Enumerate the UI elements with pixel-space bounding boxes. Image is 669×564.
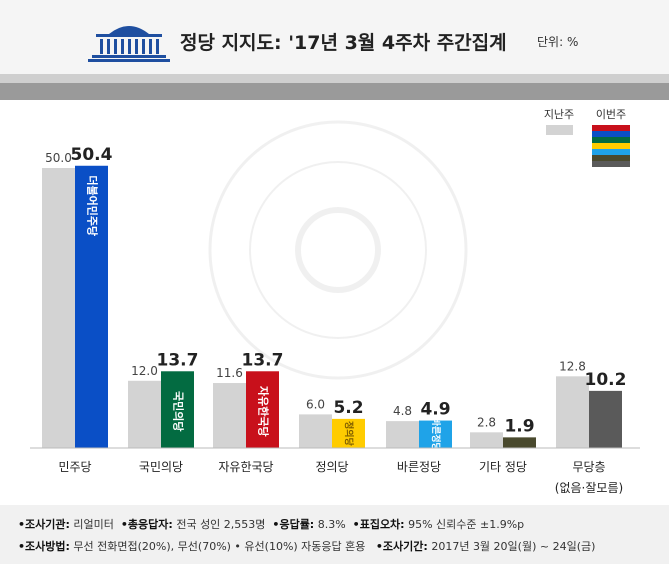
value-label-current-0: 50.4 xyxy=(71,145,113,165)
value-label-current-1: 13.7 xyxy=(157,350,199,370)
bar-current-0 xyxy=(75,165,108,448)
value-label-prev-4: 4.8 xyxy=(393,404,412,418)
footer-notes: •조사기관: 리얼미터 •총응답자: 전국 성인 2,553명 •응답률: 8.… xyxy=(0,505,669,564)
bar-prev-3 xyxy=(299,414,332,448)
footer-value-agency: 리얼미터 xyxy=(73,518,114,531)
legend-cur-label: 이번주 xyxy=(596,108,626,121)
footer-label-period: •조사기간: xyxy=(375,540,428,553)
legend-current-swatch-5 xyxy=(592,155,630,161)
footer-value-method: 무선 전화면접(20%), 무선(70%) • 유선(10%) 자동응답 혼용 xyxy=(73,540,366,553)
plot-area: 50.0 50.4 더불어민주당 민주당 12.0 13.7 국민의당 국민의당 11.6 13.… xyxy=(0,100,669,505)
bar-chart: 50.050.4더불어민주당민주당12.013.7국민의당국민의당11.613.… xyxy=(30,108,640,495)
footer-value-respondents: 전국 성인 2,553명 xyxy=(176,518,266,531)
footer-value-period: 2017년 3월 20일(월) ~ 24일(금) xyxy=(431,540,596,553)
bars-group: 50.050.4더불어민주당민주당12.013.7국민의당국민의당11.613.… xyxy=(30,145,640,495)
legend-current-swatch-3 xyxy=(592,143,630,149)
category-label-2: 자유한국당 xyxy=(218,460,273,474)
footer-label-agency: •조사기관: xyxy=(18,518,70,531)
national-assembly-building-icon xyxy=(88,26,170,62)
party-logo-label-4: 바른정당 xyxy=(430,418,442,452)
value-label-current-5: 1.9 xyxy=(504,416,534,436)
bar-prev-1 xyxy=(128,380,161,448)
legend: 지난주 이번주 xyxy=(544,108,630,167)
category-label-5: 기타 정당 xyxy=(479,460,527,474)
value-label-current-6: 10.2 xyxy=(585,370,627,390)
footer-line-2: •조사방법: 무선 전화면접(20%), 무선(70%) • 유선(10%) 자… xyxy=(18,538,595,554)
footer-label-sampling-error: •표집오차: xyxy=(352,518,405,531)
legend-current-swatch-2 xyxy=(592,137,630,143)
party-logo-label-2: 자유한국당 xyxy=(257,386,271,437)
footer-label-method: •조사방법: xyxy=(18,540,70,553)
category-label-0: 민주당 xyxy=(58,460,91,474)
bar-prev-5 xyxy=(470,432,503,448)
bar-current-3 xyxy=(332,418,365,448)
unit-label: 단위: % xyxy=(537,35,579,49)
header-divider-light xyxy=(0,74,669,83)
value-label-prev-5: 2.8 xyxy=(477,415,496,429)
party-logo-label-1: 국민의당 xyxy=(172,391,186,431)
value-label-current-3: 5.2 xyxy=(333,398,363,418)
category-label-1: 국민의당 xyxy=(139,460,183,474)
category-label-4: 바른정당 xyxy=(397,460,441,474)
bar-current-1 xyxy=(161,371,194,448)
value-label-current-4: 4.9 xyxy=(420,400,450,420)
footer-value-response-rate: 8.3% xyxy=(317,518,346,531)
header-bar: 정당 지지도: '17년 3월 4주차 주간집계 단위: % xyxy=(0,0,669,74)
footer-line-1: •조사기관: 리얼미터 •총응답자: 전국 성인 2,553명 •응답률: 8.… xyxy=(18,516,524,532)
value-label-prev-1: 12.0 xyxy=(131,364,158,378)
header-divider-dark xyxy=(0,83,669,100)
bar-prev-0 xyxy=(42,168,75,448)
footer-label-response-rate: •응답률: xyxy=(272,518,315,531)
value-label-prev-6: 12.8 xyxy=(559,359,586,373)
legend-current-swatch-6 xyxy=(592,161,630,167)
value-label-prev-0: 50.0 xyxy=(45,151,72,165)
party-logo-label-0: 더불어민주당 xyxy=(86,175,100,236)
bar-current-6 xyxy=(589,390,622,448)
legend-current-swatch-4 xyxy=(592,149,630,155)
value-label-prev-2: 11.6 xyxy=(216,366,243,380)
bar-prev-2 xyxy=(213,383,246,448)
footer-label-respondents: •총응답자: xyxy=(120,518,173,531)
chart-title: 정당 지지도: '17년 3월 4주차 주간집계 xyxy=(180,32,507,54)
legend-prev-swatch xyxy=(546,125,573,135)
legend-current-swatch-0 xyxy=(592,125,630,131)
bar-prev-6 xyxy=(556,376,589,448)
bar-current-4 xyxy=(419,420,452,448)
legend-current-swatch-1 xyxy=(592,131,630,137)
category-sublabel-6: (없음·잘모름) xyxy=(555,481,623,495)
value-label-current-2: 13.7 xyxy=(242,350,284,370)
category-label-3: 정의당 xyxy=(315,460,348,474)
party-logo-label-3: 정의당 xyxy=(343,421,355,447)
footer-value-sampling-error: 95% 신뢰수준 ±1.9%p xyxy=(408,518,525,531)
category-label-6: 무당층 xyxy=(572,460,605,474)
bar-current-2 xyxy=(246,371,279,448)
value-label-prev-3: 6.0 xyxy=(306,397,325,411)
bar-current-5 xyxy=(503,437,536,448)
legend-prev-label: 지난주 xyxy=(544,108,574,121)
bar-prev-4 xyxy=(386,421,419,448)
watermark-seal xyxy=(208,120,468,380)
